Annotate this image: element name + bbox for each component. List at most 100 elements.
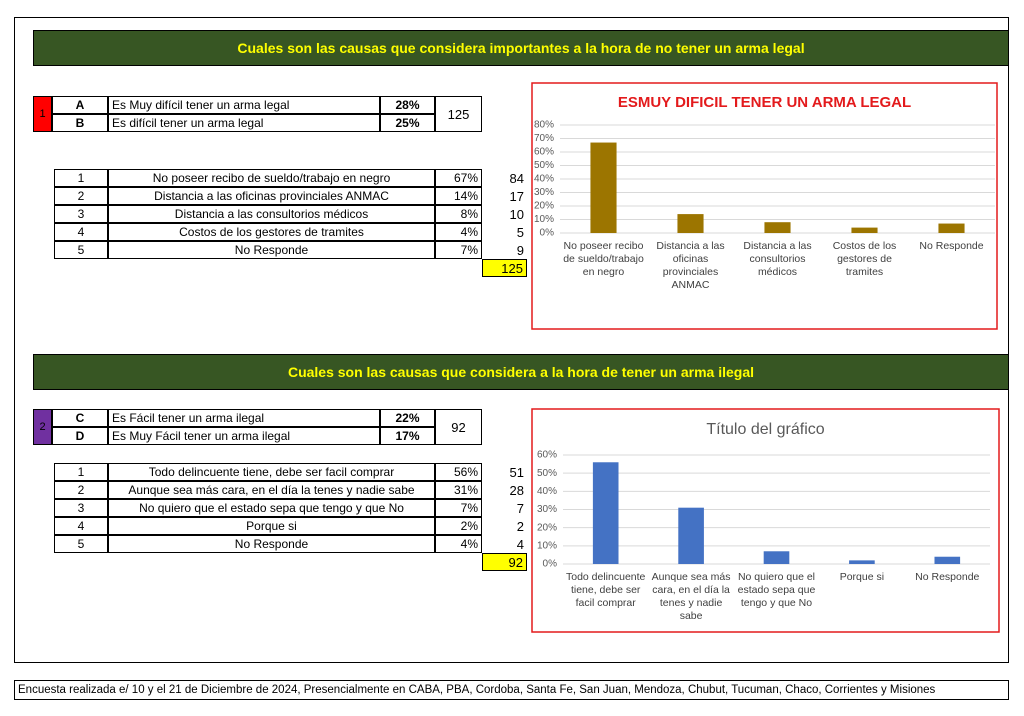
item-number: 3 [54,499,108,517]
item-pct: 31% [435,481,482,499]
x-tick-label: No Responde [919,240,984,252]
group-text: Es Muy difícil tener un arma legal [108,96,380,114]
item-number: 5 [54,535,108,553]
item-count: 2 [516,518,524,534]
item-number: 4 [54,517,108,535]
x-tick-label: Distancia a las consultorios médicos [743,240,812,278]
y-tick-label: 20% [534,201,554,212]
bar [592,462,619,564]
item-number: 2 [54,187,108,205]
bar [934,556,961,564]
y-tick-label: 30% [534,187,554,198]
item-text: Todo delincuente tiene, debe ser facil c… [108,463,435,481]
group-pct: 17% [380,427,435,445]
bar [938,223,965,233]
chart: Título del gráfico 0% 10% 20% 30% 40% 50% 60% [531,408,1000,633]
group-text: Es Muy Fácil tener un arma ilegal [108,427,380,445]
bar [764,222,791,233]
item-number: 2 [54,481,108,499]
section-title: Cuales son las causas que considera a la… [33,354,1009,390]
group-text: Es Fácil tener un arma ilegal [108,409,380,427]
item-pct: 4% [435,223,482,241]
bar [763,551,790,564]
bar [677,214,704,233]
total: 92 [482,553,527,571]
item-text: Distancia a las consultorios médicos [108,205,435,223]
item-count: 28 [509,482,524,498]
item-text: No quiero que el estado sepa que tengo y… [108,499,435,517]
x-tick-label: Porque si [839,571,885,583]
y-tick-label: 20% [537,522,557,533]
y-tick-label: 60% [537,450,557,461]
item-number: 4 [54,223,108,241]
item-pct: 2% [435,517,482,535]
section-title: Cuales son las causas que considera impo… [33,30,1009,66]
item-pct: 7% [435,499,482,517]
item-pct: 4% [435,535,482,553]
chart-title: ESMUY DIFICIL TENER UN ARMA LEGAL [618,94,911,111]
group-letter: B [52,114,108,132]
item-text: Porque si [108,517,435,535]
y-tick-label: 40% [537,486,557,497]
bar [678,507,704,564]
item-number: 1 [54,463,108,481]
item-number: 1 [54,169,108,187]
x-tick-label: No quiero que el estado sepa que tengo y… [737,571,816,609]
group-count: 125 [435,96,482,132]
y-tick-label: 10% [534,214,554,225]
item-count: 4 [516,536,524,552]
item-count: 84 [509,170,524,186]
x-tick-label: Todo delincuente tiene, debe ser facil c… [565,571,646,609]
bar [590,142,617,233]
item-number: 5 [54,241,108,259]
chart-title: Título del gráfico [706,421,824,438]
chart: ESMUY DIFICIL TENER UN ARMA LEGAL 0% 10% 20… [531,82,998,330]
group-id: 2 [33,409,52,445]
y-tick-label: 0% [540,228,555,239]
group-letter: A [52,96,108,114]
y-tick-label: 50% [534,160,554,171]
item-text: Distancia a las oficinas provinciales AN… [108,187,435,205]
item-text: Costos de los gestores de tramites [108,223,435,241]
item-text: No Responde [108,241,435,259]
item-text: No poseer recibo de sueldo/trabajo en ne… [108,169,435,187]
item-pct: 7% [435,241,482,259]
item-count: 9 [516,242,524,258]
item-count: 51 [509,464,524,480]
item-count: 7 [516,500,524,516]
x-tick-label: Distancia a las oficinas provinciales AN… [656,240,725,291]
group-pct: 25% [380,114,435,132]
y-tick-label: 80% [534,120,554,131]
group-pct: 28% [380,96,435,114]
item-count: 17 [509,188,524,204]
item-pct: 8% [435,205,482,223]
y-tick-label: 10% [537,540,557,551]
y-tick-label: 30% [537,504,557,515]
y-tick-label: 0% [543,559,558,570]
x-tick-label: Costos de los gestores de tramites [832,240,897,278]
group-text: Es difícil tener un arma legal [108,114,380,132]
frame [14,17,1009,663]
x-tick-label: No Responde [915,571,980,583]
bar [851,227,878,233]
item-count: 10 [509,206,524,222]
group-letter: D [52,427,108,445]
total: 125 [482,259,527,277]
item-count: 5 [516,224,524,240]
group-letter: C [52,409,108,427]
group-id: 1 [33,96,52,132]
y-tick-label: 70% [534,133,554,144]
item-pct: 56% [435,463,482,481]
y-tick-label: 50% [537,468,557,479]
x-tick-label: No poseer recibo de sueldo/trabajo en ne… [563,240,644,278]
footer: Encuesta realizada e/ 10 y el 21 de Dici… [14,680,1009,700]
y-tick-label: 60% [534,147,554,158]
y-tick-label: 40% [534,174,554,185]
item-pct: 14% [435,187,482,205]
x-tick-label: Aunque sea más cara, en el día la tenes … [651,571,731,622]
item-pct: 67% [435,169,482,187]
group-count: 92 [435,409,482,445]
item-text: No Responde [108,535,435,553]
group-pct: 22% [380,409,435,427]
